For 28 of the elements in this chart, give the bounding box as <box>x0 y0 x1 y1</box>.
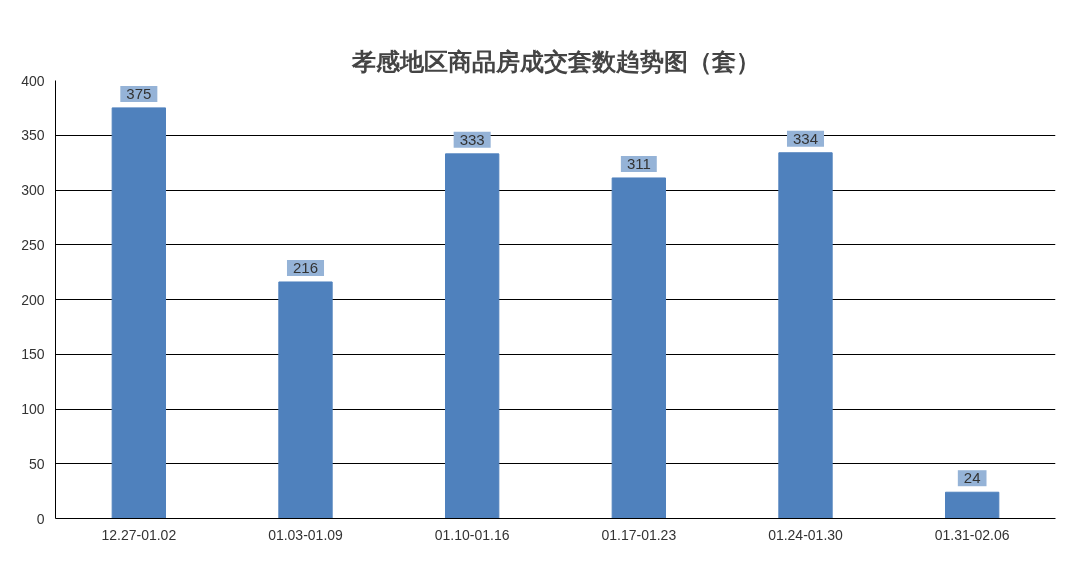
y-tick-label: 400 <box>21 72 45 89</box>
bar <box>778 152 833 519</box>
chart-title: 孝感地区商品房成交套数趋势图（套） <box>350 47 760 76</box>
x-tick-label: 01.10-01.16 <box>434 526 510 543</box>
x-tick-label: 01.24-01.30 <box>768 526 844 543</box>
data-label: 311 <box>626 154 651 172</box>
y-tick-label: 0 <box>36 510 45 527</box>
x-tick-label: 01.03-01.09 <box>268 526 344 543</box>
y-tick-label: 300 <box>21 182 45 198</box>
y-tick-label: 50 <box>28 455 45 472</box>
bar <box>111 107 166 519</box>
data-label: 375 <box>126 84 152 102</box>
y-tick-label: 250 <box>21 236 45 253</box>
data-label: 24 <box>963 469 981 487</box>
y-tick-label: 100 <box>21 401 45 417</box>
bar <box>278 281 333 519</box>
y-tick-label: 150 <box>21 346 45 363</box>
bar <box>611 177 666 519</box>
y-tick-label: 350 <box>21 127 45 144</box>
x-tick-label: 01.31-02.06 <box>934 526 1010 543</box>
data-label: 334 <box>792 129 819 147</box>
bar <box>445 153 500 519</box>
data-label: 333 <box>459 130 485 148</box>
y-tick-label: 200 <box>21 291 45 308</box>
data-label: 216 <box>292 258 319 276</box>
x-tick-label: 12.27-01.02 <box>101 526 177 543</box>
x-tick-label: 01.17-01.23 <box>601 526 677 543</box>
bar <box>945 491 1000 519</box>
